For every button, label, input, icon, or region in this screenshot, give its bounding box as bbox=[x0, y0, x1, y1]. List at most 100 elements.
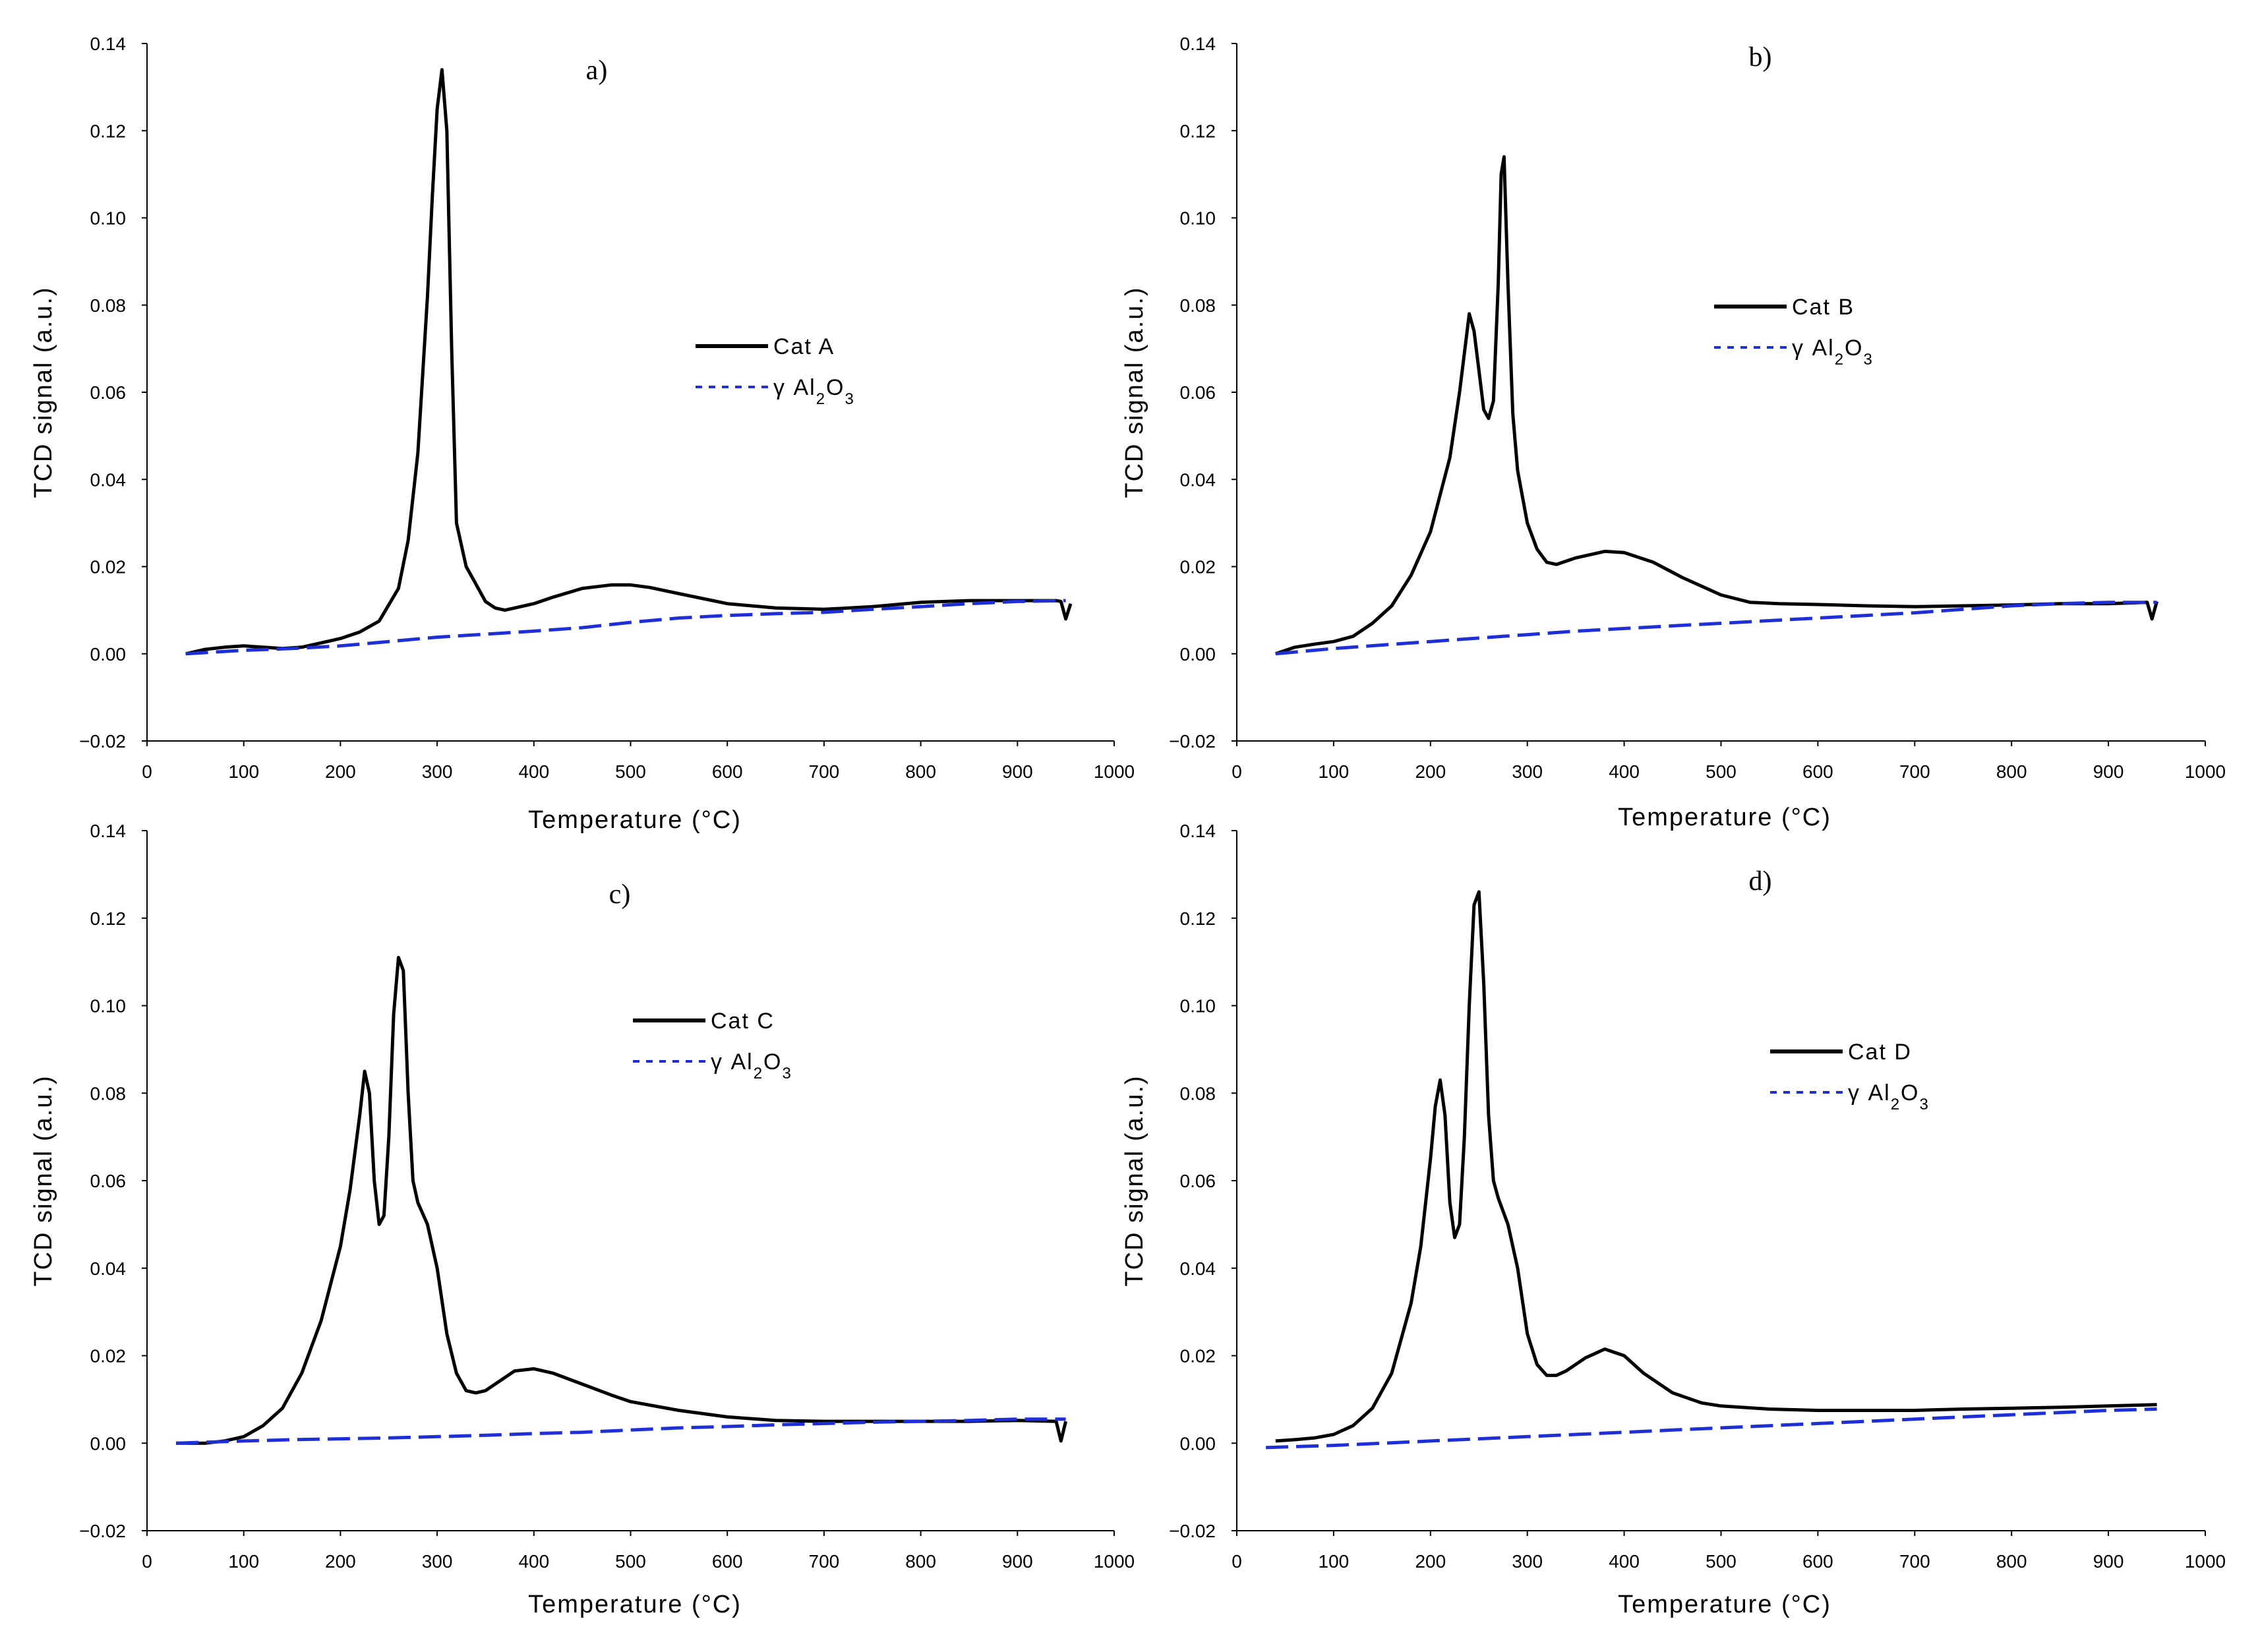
chart-panel-1: 0.14 0.12 0.10 0.08 0.06 0.04 0.02 0.00 −0.02 0 10… bbox=[30, 34, 1135, 834]
x-tick-label: 0 bbox=[1232, 761, 1242, 782]
y-tick-label: 0.06 bbox=[1180, 382, 1216, 403]
y-tick-label: 0.12 bbox=[90, 908, 127, 929]
legend-label-alumina: γ Al2O3 bbox=[773, 375, 855, 408]
x-tick-label: 1000 bbox=[2185, 761, 2226, 782]
y-tick-label: 0.02 bbox=[90, 1346, 127, 1367]
x-tick-label: 200 bbox=[1415, 1551, 1446, 1572]
series-line-alumina bbox=[1266, 1407, 2157, 1450]
x-tick-label: 800 bbox=[1996, 761, 2027, 782]
x-tick-label: 400 bbox=[518, 761, 549, 782]
x-tick-label: 900 bbox=[2093, 761, 2124, 782]
x-tick-label: 600 bbox=[1802, 761, 1833, 782]
chart-panel-3: 0.14 0.12 0.10 0.08 0.06 0.04 0.02 0.00 −0.02 0 10… bbox=[30, 821, 1135, 1618]
legend-label-catalyst: Cat D bbox=[1848, 1040, 1912, 1065]
legend-label-catalyst: Cat B bbox=[1792, 295, 1855, 320]
x-tick-label: 700 bbox=[809, 1551, 840, 1572]
y-tick-label: 0.02 bbox=[90, 557, 127, 577]
x-tick-label: 0 bbox=[142, 761, 152, 782]
panel-title: a) bbox=[586, 55, 608, 86]
y-tick-label: 0.04 bbox=[1180, 469, 1216, 490]
series-line-alumina bbox=[185, 599, 1066, 656]
x-tick-label: 900 bbox=[2093, 1551, 2124, 1572]
x-tick-label: 100 bbox=[1319, 1551, 1350, 1572]
y-tick-label: −0.02 bbox=[1169, 1521, 1216, 1541]
y-tick-label: −0.02 bbox=[79, 1521, 126, 1541]
series-line-alumina bbox=[1275, 601, 2157, 656]
x-tick-label: 200 bbox=[1415, 761, 1446, 782]
x-tick-label: 1000 bbox=[2185, 1551, 2226, 1572]
legend-label-catalyst: Cat C bbox=[711, 1009, 775, 1034]
y-tick-label: 0.14 bbox=[90, 34, 127, 54]
x-tick-label: 800 bbox=[905, 761, 936, 782]
panel-title: c) bbox=[609, 879, 631, 910]
series-line-catalyst bbox=[185, 68, 1073, 656]
y-tick-label: 0.00 bbox=[1180, 1433, 1216, 1454]
y-tick-label: 0.06 bbox=[1180, 1171, 1216, 1191]
x-tick-label: 0 bbox=[142, 1551, 152, 1572]
x-tick-label: 500 bbox=[615, 1551, 646, 1572]
y-tick-label: 0.14 bbox=[1180, 821, 1216, 841]
x-tick-label: 100 bbox=[1319, 761, 1350, 782]
panel-title: d) bbox=[1749, 866, 1772, 897]
series-line-catalyst bbox=[1274, 155, 2159, 656]
series-line-catalyst bbox=[1275, 890, 2157, 1443]
y-tick-label: 0.06 bbox=[90, 382, 127, 403]
y-tick-label: 0.14 bbox=[90, 821, 127, 841]
y-tick-label: 0.10 bbox=[1180, 996, 1216, 1017]
y-tick-label: 0.02 bbox=[1180, 557, 1216, 577]
x-tick-label: 900 bbox=[1002, 761, 1033, 782]
y-tick-label: 0.04 bbox=[1180, 1258, 1216, 1279]
y-tick-label: 0.08 bbox=[1180, 295, 1216, 316]
x-tick-label: 800 bbox=[905, 1551, 936, 1572]
y-tick-label: 0.10 bbox=[1180, 208, 1216, 229]
x-tick-label: 300 bbox=[422, 761, 453, 782]
y-axis-label: TCD signal (a.u.) bbox=[30, 286, 57, 498]
legend-label-catalyst: Cat A bbox=[773, 334, 835, 359]
y-tick-label: 0.00 bbox=[90, 1433, 127, 1454]
x-tick-label: 600 bbox=[712, 761, 743, 782]
x-tick-label: 700 bbox=[1899, 1551, 1930, 1572]
x-axis-label: Temperature (°C) bbox=[1618, 804, 1831, 831]
x-tick-label: 700 bbox=[809, 761, 840, 782]
x-tick-label: 200 bbox=[325, 1551, 356, 1572]
x-tick-label: 600 bbox=[712, 1551, 743, 1572]
x-tick-label: 500 bbox=[1706, 1551, 1737, 1572]
x-tick-label: 400 bbox=[1609, 761, 1640, 782]
y-tick-label: 0.10 bbox=[90, 208, 127, 229]
y-tick-label: 0.10 bbox=[90, 996, 127, 1017]
y-tick-label: 0.06 bbox=[90, 1171, 127, 1191]
x-tick-label: 1000 bbox=[1094, 761, 1135, 782]
legend-label-alumina: γ Al2O3 bbox=[1848, 1080, 1930, 1113]
x-tick-label: 300 bbox=[422, 1551, 453, 1572]
x-tick-label: 900 bbox=[1002, 1551, 1033, 1572]
series-line-catalyst bbox=[176, 956, 1068, 1445]
y-tick-label: 0.04 bbox=[90, 1258, 127, 1279]
chart-panel-2: 0.14 0.12 0.10 0.08 0.06 0.04 0.02 0.00 −0.02 0 10… bbox=[1121, 34, 2226, 831]
x-axis-label: Temperature (°C) bbox=[528, 1591, 742, 1618]
y-tick-label: 0.08 bbox=[90, 295, 127, 316]
y-tick-label: 0.08 bbox=[90, 1083, 127, 1104]
x-tick-label: 100 bbox=[228, 761, 259, 782]
x-tick-label: 0 bbox=[1232, 1551, 1242, 1572]
legend-label-alumina: γ Al2O3 bbox=[711, 1049, 792, 1082]
chart-panel-4: 0.14 0.12 0.10 0.08 0.06 0.04 0.02 0.00 −0.02 0 10… bbox=[1121, 821, 2226, 1618]
x-tick-label: 1000 bbox=[1094, 1551, 1135, 1572]
y-tick-label: −0.02 bbox=[1169, 731, 1216, 752]
series-line-alumina bbox=[175, 1417, 1066, 1445]
x-tick-label: 400 bbox=[518, 1551, 549, 1572]
y-tick-label: 0.02 bbox=[1180, 1346, 1216, 1367]
y-tick-label: 0.00 bbox=[1180, 644, 1216, 664]
y-tick-label: 0.08 bbox=[1180, 1083, 1216, 1104]
x-tick-label: 100 bbox=[228, 1551, 259, 1572]
x-tick-label: 800 bbox=[1996, 1551, 2027, 1572]
y-tick-label: −0.02 bbox=[79, 731, 126, 752]
x-tick-label: 600 bbox=[1802, 1551, 1833, 1572]
y-tick-label: 0.14 bbox=[1180, 34, 1216, 54]
x-tick-label: 500 bbox=[1706, 761, 1737, 782]
x-tick-label: 200 bbox=[325, 761, 356, 782]
x-tick-label: 500 bbox=[615, 761, 646, 782]
x-tick-label: 300 bbox=[1512, 761, 1543, 782]
y-axis-label: TCD signal (a.u.) bbox=[30, 1075, 57, 1286]
panel-title: b) bbox=[1749, 42, 1772, 73]
